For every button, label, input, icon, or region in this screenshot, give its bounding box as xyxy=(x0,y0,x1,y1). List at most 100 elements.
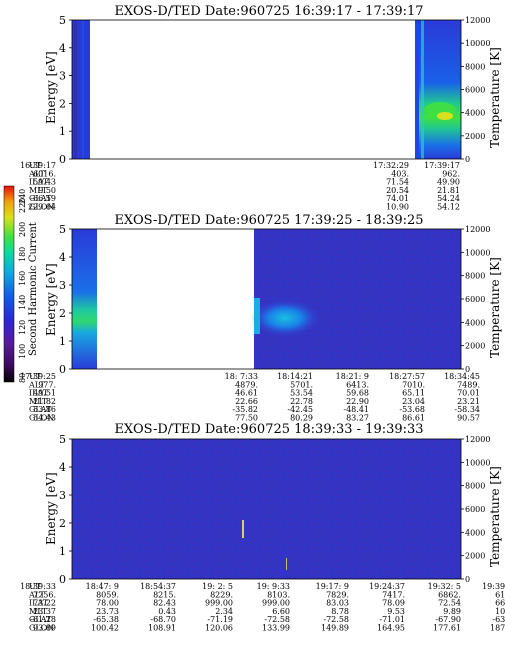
panel-1: EXOS-D/TED Date:960725 16:39:17 - 17:39:… xyxy=(44,4,502,166)
y-tick-label: 3 xyxy=(59,279,66,292)
ephemeris-row-label: ILAT xyxy=(29,599,49,608)
ephemeris-cell: 53.54 xyxy=(290,389,313,398)
y-tick-label: 5 xyxy=(59,433,66,446)
ephemeris-cell: 22.66 xyxy=(235,397,258,406)
y2-tick-label: 4000 xyxy=(465,318,485,327)
plot-area xyxy=(71,228,462,370)
ephemeris-cell: 0.43 xyxy=(158,607,176,616)
ephemeris-cell: 49.90 xyxy=(437,178,460,187)
ephemeris-cell: -71.19 xyxy=(207,615,233,624)
ephemeris-cell: 999.00 xyxy=(205,599,233,608)
ephemeris-row-label: GLON xyxy=(29,203,54,212)
ephemeris-cell: -35.82 xyxy=(232,405,258,414)
ephemeris-row-label: UT xyxy=(29,372,42,381)
y2-tick-label: 6000 xyxy=(465,86,485,95)
y-tick-label: 3 xyxy=(59,70,66,83)
ephemeris-cell: 2.34 xyxy=(215,607,233,616)
y2-tick-label: 4000 xyxy=(465,528,485,537)
y2-tick-label: 10000 xyxy=(465,39,490,48)
y2-tick-label: 2000 xyxy=(465,132,485,141)
plot-area xyxy=(71,19,462,160)
ephemeris-cell: 22.90 xyxy=(346,397,369,406)
ephemeris-cell: -65.38 xyxy=(93,615,119,624)
ephemeris-cell: 78.00 xyxy=(96,599,119,608)
ephemeris-cell: -63.28 xyxy=(492,615,505,624)
ephemeris-cell: 8215. xyxy=(153,590,176,599)
ephemeris-cell: 19:17: 9 xyxy=(316,582,349,591)
y-axis-label: Energy [eV] xyxy=(44,472,58,545)
ephemeris-cell: 83.03 xyxy=(326,599,349,608)
ephemeris-row-label: MLT xyxy=(29,397,48,406)
ephemeris-cell: 10.90 xyxy=(386,203,409,212)
ephemeris-cell: 999.00 xyxy=(262,599,290,608)
ephemeris-cell: 72.54 xyxy=(438,599,461,608)
ephemeris-cell: -66.59 xyxy=(30,194,56,203)
y2-tick-label: 8000 xyxy=(465,62,485,71)
ephemeris-cell: -72.58 xyxy=(264,615,290,624)
y2-tick-label: 8000 xyxy=(465,482,485,491)
ephemeris-cell: -72.58 xyxy=(323,615,349,624)
panel-title: EXOS-D/TED Date:960725 18:39:33 - 19:39:… xyxy=(114,422,423,437)
ephemeris-cell: 164.95 xyxy=(377,624,405,633)
y2-tick-label: 0 xyxy=(465,575,470,584)
y-tick-label: 1 xyxy=(59,125,66,138)
ephemeris-cell: 16:39:17 xyxy=(20,161,56,170)
ephemeris-row-label: MLT xyxy=(29,186,48,195)
ephemeris-row-label: ALT xyxy=(28,380,45,389)
ephemeris-cell: 977. xyxy=(38,380,56,389)
ephemeris-cell: 18:14:21 xyxy=(277,372,313,381)
ephemeris-row-label: UT xyxy=(29,582,42,591)
data-segment-end xyxy=(254,229,461,369)
y2-tick-label: 6000 xyxy=(465,505,485,514)
ephemeris-cell: 5701. xyxy=(290,380,313,389)
ephemeris-cell: 133.99 xyxy=(262,624,290,633)
y-tick-label: 4 xyxy=(59,251,66,264)
ephemeris-row-label: ALT xyxy=(28,169,45,178)
ephemeris-cell: 74.01 xyxy=(386,194,409,203)
y2-tick-label: 12000 xyxy=(465,435,490,444)
ephemeris-row-label: ILAT xyxy=(29,178,49,187)
ephemeris-cell: 21.82 xyxy=(33,397,56,406)
ephemeris-cell: 18: 7:33 xyxy=(225,372,258,381)
ephemeris-row-label: ILAT xyxy=(29,389,49,398)
ephemeris-cell: 54.24 xyxy=(437,194,460,203)
ephemeris-cell: 4879. xyxy=(235,380,258,389)
colorbar: 80 100 120 140 160 180 200 220 240 Secon… xyxy=(3,185,39,383)
ephemeris-cell: 19:32: 5 xyxy=(428,582,461,591)
y-tick-label: 0 xyxy=(59,153,66,166)
ephemeris-cell: 229.64 xyxy=(28,203,56,212)
ephemeris-cell: 46.61 xyxy=(235,389,258,398)
ephemeris-table: UTALTILATMLTGLATGLON18:39:337756.73.2223… xyxy=(20,582,505,633)
ephemeris-cell: 100.42 xyxy=(91,624,119,633)
ephemeris-row-label: GLON xyxy=(29,624,54,633)
y-axis-label: Energy [eV] xyxy=(44,51,58,124)
y-tick-label: 1 xyxy=(59,545,66,558)
ephemeris-cell: 90.57 xyxy=(457,414,480,423)
y2-tick-label: 10000 xyxy=(465,248,490,257)
ephemeris-cell: 49.51 xyxy=(33,389,56,398)
ephemeris-cell: 7417. xyxy=(382,590,405,599)
ephemeris-tables: UTALTILATMLTGLATGLON16:39:176016.59.439.… xyxy=(20,161,505,633)
colorbar-tick: 240 xyxy=(18,189,27,204)
ephemeris-cell: 18:21: 9 xyxy=(336,372,369,381)
y2-tick-label: 0 xyxy=(465,365,470,374)
ephemeris-cell: 9.50 xyxy=(38,186,56,195)
ephemeris-cell: 20.54 xyxy=(386,186,409,195)
ephemeris-row-label: ALT xyxy=(28,590,45,599)
ephemeris-cell: 77.50 xyxy=(235,414,258,423)
ephemeris-cell: 83.27 xyxy=(346,414,369,423)
ephemeris-row-label: MLT xyxy=(29,607,48,616)
ephemeris-cell: -71.01 xyxy=(379,615,405,624)
y-tick-label: 2 xyxy=(59,97,66,110)
ephemeris-cell: 22.78 xyxy=(290,397,313,406)
colorbar-tick: 80 xyxy=(18,373,27,383)
ephemeris-cell: 23.21 xyxy=(457,397,480,406)
y2-tick-label: 10000 xyxy=(465,458,490,467)
y2-tick-label: 12000 xyxy=(465,16,490,25)
ephemeris-cell: 149.89 xyxy=(321,624,349,633)
ephemeris-row-label: GLON xyxy=(29,414,54,423)
ephemeris-cell: 19:24:37 xyxy=(369,582,405,591)
ephemeris-cell: 19: 2: 5 xyxy=(202,582,233,591)
